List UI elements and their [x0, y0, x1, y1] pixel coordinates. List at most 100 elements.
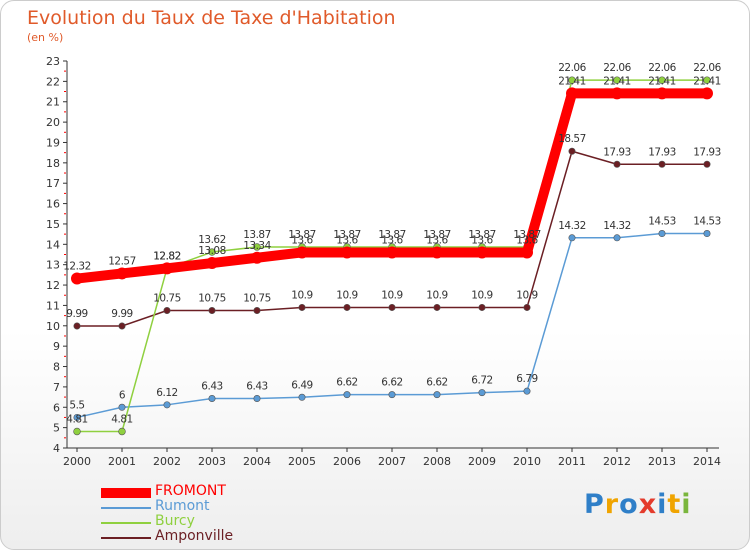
data-point-amponville: [343, 303, 351, 311]
data-label-rumont: 6.49: [291, 379, 312, 391]
data-point-rumont: [118, 403, 126, 411]
x-tick-label: 2007: [378, 455, 406, 468]
data-point-rumont: [298, 393, 306, 401]
data-label-amponville: 10.75: [153, 293, 181, 305]
data-point-burcy: [568, 76, 576, 84]
legend-item-burcy: Burcy: [101, 513, 351, 530]
legend-swatch: [101, 537, 151, 539]
data-point-rumont: [208, 395, 216, 403]
logo-letter: t: [667, 489, 682, 520]
data-label-burcy: 13.87: [378, 229, 406, 241]
legend-swatch: [101, 507, 151, 509]
data-label-fromont: 21.41: [603, 75, 631, 87]
data-label-fromont: 13.6: [381, 234, 403, 246]
data-label-fromont: 12.82: [153, 250, 181, 262]
x-tick-label: 2003: [198, 455, 226, 468]
data-label-amponville: 10.9: [381, 289, 402, 301]
x-tick-label: 2014: [693, 455, 721, 468]
data-label-fromont: 12.32: [63, 261, 91, 273]
y-tick-label: 21: [46, 96, 60, 109]
data-point-rumont: [613, 234, 621, 242]
data-point-fromont: [206, 257, 218, 270]
data-point-amponville: [613, 160, 621, 168]
data-point-rumont: [523, 387, 531, 395]
x-tick-label: 2013: [648, 455, 676, 468]
data-point-burcy: [73, 427, 81, 436]
data-point-fromont: [701, 87, 713, 100]
data-point-fromont: [521, 246, 533, 259]
x-tick-label: 2012: [603, 455, 631, 468]
data-label-fromont: 21.41: [648, 75, 676, 87]
y-tick-label: 8: [53, 361, 60, 374]
data-point-rumont: [703, 230, 711, 238]
data-point-fromont: [251, 251, 263, 264]
data-label-burcy: 22.06: [693, 62, 721, 74]
data-label-burcy: 4.81: [66, 414, 87, 426]
data-label-burcy: 13.87: [423, 229, 451, 241]
data-label-fromont: 13.08: [198, 245, 226, 257]
y-tick-label: 23: [46, 55, 60, 68]
data-label-fromont: 12.57: [108, 255, 136, 267]
x-tick-label: 2008: [423, 455, 451, 468]
legend-swatch: [101, 488, 151, 498]
data-label-rumont: 6.62: [381, 377, 402, 389]
data-label-rumont: 14.32: [558, 220, 586, 232]
y-tick-label: 18: [46, 157, 60, 170]
data-label-amponville: 9.99: [66, 308, 87, 320]
data-label-burcy: 12.82: [153, 250, 181, 262]
data-point-amponville: [658, 160, 666, 168]
data-label-rumont: 6.12: [156, 387, 177, 399]
data-point-rumont: [163, 401, 171, 409]
y-tick-label: 7: [53, 381, 60, 394]
data-point-amponville: [163, 307, 171, 315]
data-label-rumont: 6.79: [516, 373, 537, 385]
data-point-rumont: [658, 230, 666, 238]
logo-letter: o: [619, 489, 639, 520]
logo-letter: x: [638, 489, 658, 520]
data-label-amponville: 17.93: [603, 146, 631, 158]
y-tick-label: 12: [46, 279, 60, 292]
x-tick-label: 2004: [243, 455, 271, 468]
data-label-fromont: 13.6: [426, 234, 448, 246]
data-label-fromont: 21.41: [558, 75, 586, 87]
data-label-fromont: 21.41: [693, 75, 721, 87]
data-point-rumont: [343, 391, 351, 399]
data-label-rumont: 14.53: [693, 216, 721, 228]
y-tick-label: 9: [53, 340, 60, 353]
data-point-fromont: [161, 262, 173, 275]
chart-legend: FROMONT Rumont Burcy Amponville: [101, 483, 351, 545]
x-tick-label: 2002: [153, 455, 181, 468]
data-point-amponville: [703, 160, 711, 168]
data-point-amponville: [568, 147, 576, 155]
data-label-rumont: 6.43: [246, 381, 267, 393]
x-tick-label: 2001: [108, 455, 136, 468]
y-tick-label: 15: [46, 218, 60, 231]
data-label-burcy: 22.06: [603, 62, 631, 74]
data-label-amponville: 18.57: [558, 133, 586, 145]
x-tick-label: 2009: [468, 455, 496, 468]
data-label-rumont: 14.53: [648, 216, 676, 228]
x-tick-label: 2005: [288, 455, 316, 468]
data-point-amponville: [253, 307, 261, 315]
y-tick-label: 11: [46, 299, 60, 312]
data-point-fromont: [386, 246, 398, 259]
data-label-rumont: 14.32: [603, 220, 631, 232]
data-point-fromont: [656, 87, 668, 100]
data-point-fromont: [116, 267, 128, 280]
data-label-burcy: 13.87: [243, 229, 271, 241]
legend-item-amponville: Amponville: [101, 528, 351, 545]
data-label-amponville: 10.9: [291, 289, 312, 301]
data-point-fromont: [566, 87, 578, 100]
data-point-amponville: [523, 303, 531, 311]
data-label-amponville: 10.75: [198, 293, 226, 305]
data-point-amponville: [208, 307, 216, 315]
data-label-burcy: 22.06: [648, 62, 676, 74]
data-point-rumont: [433, 391, 441, 399]
y-tick-label: 16: [46, 198, 60, 211]
data-label-rumont: 6.62: [336, 377, 357, 389]
data-point-burcy: [703, 76, 711, 84]
logo-letter: P: [584, 489, 605, 520]
chart-title: Evolution du Taux de Taxe d'Habitation: [27, 7, 396, 29]
data-point-burcy: [118, 427, 126, 436]
